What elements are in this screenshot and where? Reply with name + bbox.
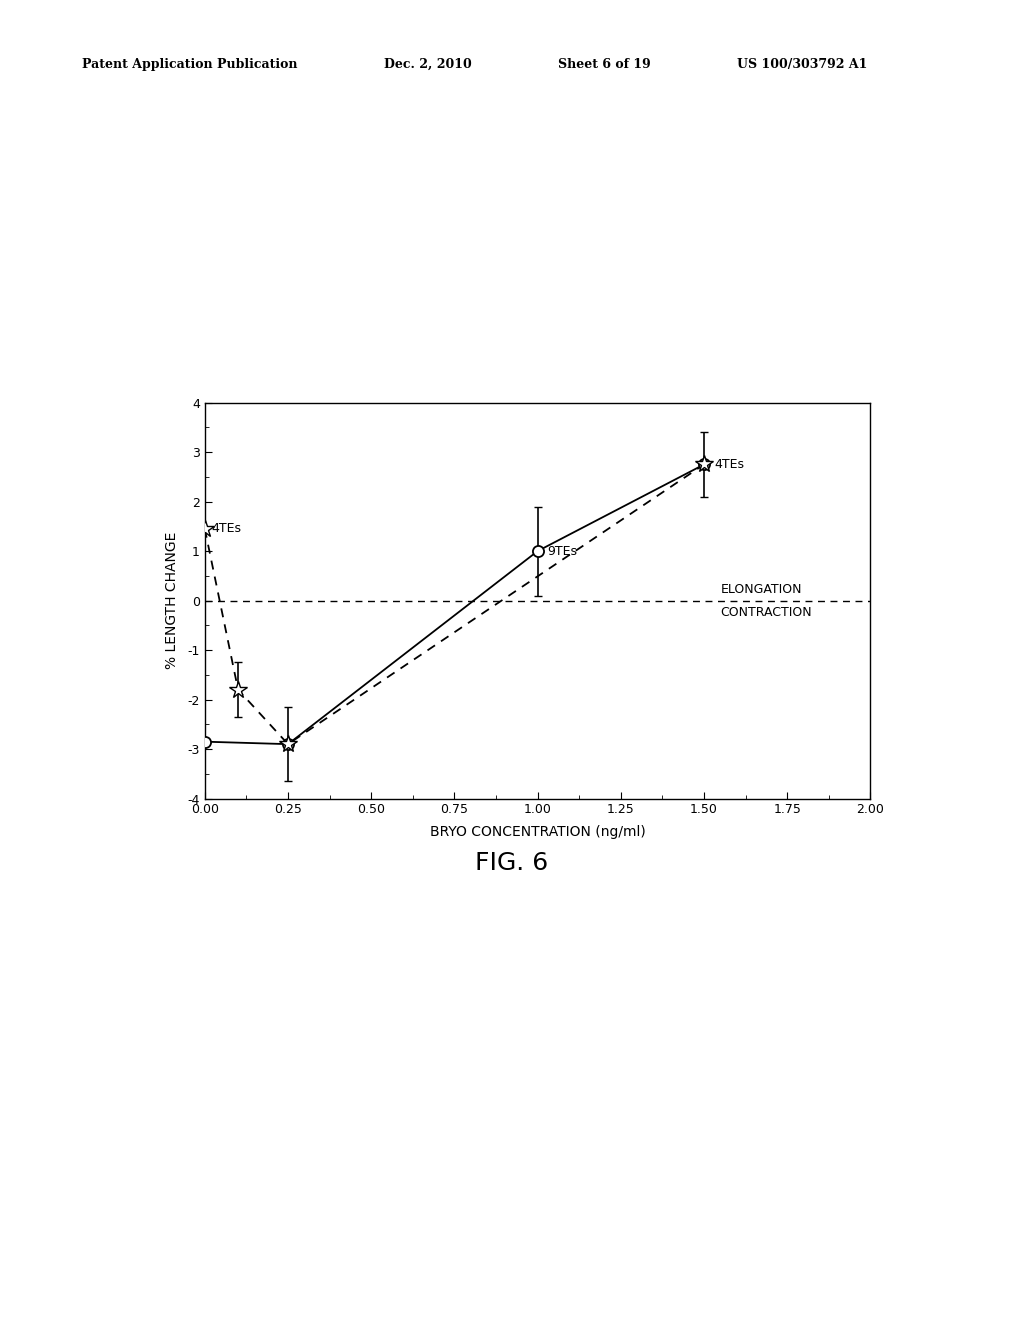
Text: 4TEs: 4TEs	[714, 458, 744, 471]
Text: CONTRACTION: CONTRACTION	[721, 606, 812, 619]
Text: FIG. 6: FIG. 6	[475, 851, 549, 875]
Text: 4TEs: 4TEs	[212, 523, 242, 536]
Text: US 100/303792 A1: US 100/303792 A1	[737, 58, 867, 71]
Text: 9TEs: 9TEs	[548, 545, 578, 557]
Text: Dec. 2, 2010: Dec. 2, 2010	[384, 58, 472, 71]
Text: Patent Application Publication: Patent Application Publication	[82, 58, 297, 71]
X-axis label: BRYO CONCENTRATION (ng/ml): BRYO CONCENTRATION (ng/ml)	[430, 825, 645, 838]
Text: Sheet 6 of 19: Sheet 6 of 19	[558, 58, 651, 71]
Text: ELONGATION: ELONGATION	[721, 582, 802, 595]
Y-axis label: % LENGTH CHANGE: % LENGTH CHANGE	[165, 532, 179, 669]
